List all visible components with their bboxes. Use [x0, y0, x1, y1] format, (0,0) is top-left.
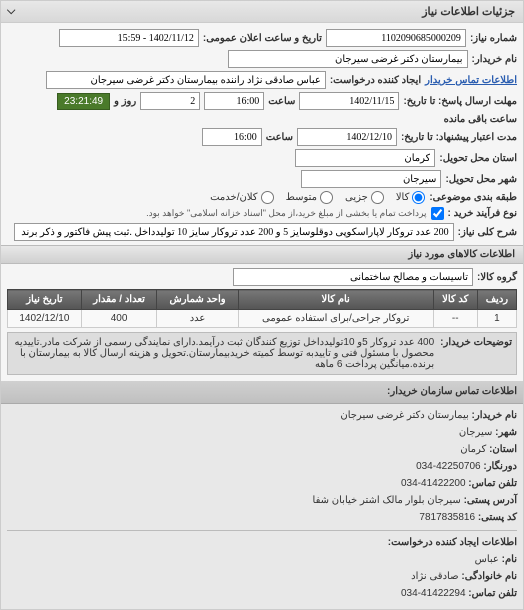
validity-time-input[interactable] — [202, 128, 262, 146]
budget-option-4[interactable]: کلان/خدمت — [210, 191, 273, 204]
panel-title: جزئیات اطلاعات نیاز — [422, 6, 515, 18]
deadline-date-input[interactable] — [299, 92, 399, 110]
time-label-1: ساعت — [268, 96, 295, 107]
collapse-icon[interactable]: ⌵ — [7, 5, 15, 18]
request-no-input[interactable] — [326, 29, 466, 47]
remaining-time-box: 23:21:49 — [57, 93, 110, 110]
th-row: ردیف — [477, 290, 516, 310]
radio-kalan[interactable] — [261, 191, 274, 204]
days-label: روز و — [114, 96, 136, 107]
contact-org-name: نام خریدار: بیمارستان دکتر غرضی سیرجان — [7, 408, 517, 424]
goods-group-label: گروه کالا: — [477, 272, 517, 283]
validity-date-input[interactable] — [297, 128, 397, 146]
purchase-type-label: نوع فرآیند خرید : — [448, 208, 517, 219]
creator-heading: اطلاعات ایجاد کننده درخواست: — [7, 535, 517, 551]
request-no-label: شماره نیاز: — [470, 33, 517, 44]
desc-text: 400 عدد تروکار 5و 10تولیدداخل توزیع کنند… — [12, 337, 434, 370]
creator-phone: تلفن تماس: 41422294-034 — [7, 586, 517, 602]
contact-phone: تلفن تماس: 41422200-034 — [7, 476, 517, 492]
budget-option-2[interactable]: جزیی — [345, 191, 384, 204]
th-date: تاریخ نیاز — [8, 290, 82, 310]
buyer-contact-link[interactable]: اطلاعات تماس خریدار — [425, 75, 517, 86]
creator-name: نام: عباس — [7, 552, 517, 568]
purchase-checkbox[interactable] — [431, 207, 444, 220]
cell-name: تروکار جراحی/برای استفاده عمومی — [238, 310, 433, 328]
panel-header: جزئیات اطلاعات نیاز ⌵ — [1, 1, 523, 23]
radio-med[interactable] — [320, 191, 333, 204]
budget-label: طبقه بندی موضوعی: — [429, 192, 517, 203]
cell-date: 1402/12/10 — [8, 310, 82, 328]
time-label-2: ساعت — [266, 132, 293, 143]
creator-family: نام خانوادگی: صادقی نژاد — [7, 569, 517, 585]
budget-option-1[interactable]: کالا — [396, 191, 426, 204]
remaining-label: ساعت باقی مانده — [444, 114, 517, 125]
delivery-city-input[interactable] — [301, 170, 441, 188]
goods-group-input[interactable] — [233, 268, 473, 286]
th-unit: واحد شمارش — [157, 290, 238, 310]
validity-label: مدت اعتبار پیشنهاد: تا تاریخ: — [401, 132, 517, 143]
desc-label: توضیحات خریدار: — [440, 337, 512, 370]
need-title-label: شرح کلی نیاز: — [458, 227, 517, 238]
buyer-name-input[interactable] — [228, 50, 468, 68]
contact-province: استان: کرمان — [7, 442, 517, 458]
th-code: کد کالا — [433, 290, 477, 310]
contact-city: شهر: سیرجان — [7, 425, 517, 441]
creator-input[interactable] — [46, 71, 326, 89]
goods-table: ردیف کد کالا نام کالا واحد شمارش تعداد /… — [7, 289, 517, 328]
delivery-city-label: شهر محل تحویل: — [445, 174, 517, 185]
days-input[interactable] — [140, 92, 200, 110]
budget-radio-group: کالا جزیی متوسط کلان/خدمت — [210, 191, 425, 204]
deadline-label: مهلت ارسال پاسخ: تا تاریخ: — [403, 96, 517, 107]
contact-fax: دورنگار: 42250706-034 — [7, 459, 517, 475]
goods-section-title: اطلاعات کالاهای مورد نیاز — [1, 245, 523, 264]
radio-jozi[interactable] — [371, 191, 384, 204]
cell-unit: عدد — [157, 310, 238, 328]
public-datetime-input[interactable] — [59, 29, 199, 47]
creator-label: ایجاد کننده درخواست: — [330, 75, 421, 86]
public-datetime-label: تاریخ و ساعت اعلان عمومی: — [203, 33, 322, 44]
purchase-note: پرداخت تمام یا بخشی از مبلغ خرید،از محل … — [146, 208, 426, 219]
cell-qty: 400 — [81, 310, 157, 328]
contact-heading: اطلاعات تماس سازمان خریدار: — [1, 381, 523, 404]
cell-row: 1 — [477, 310, 516, 328]
table-row: 1 -- تروکار جراحی/برای استفاده عمومی عدد… — [8, 310, 517, 328]
delivery-state-label: استان محل تحویل: — [439, 153, 517, 164]
radio-kala[interactable] — [412, 191, 425, 204]
cell-code: -- — [433, 310, 477, 328]
budget-option-3[interactable]: متوسط — [286, 191, 333, 204]
table-header-row: ردیف کد کالا نام کالا واحد شمارش تعداد /… — [8, 290, 517, 310]
description-block: توضیحات خریدار: 400 عدد تروکار 5و 10تولی… — [7, 332, 517, 375]
th-name: نام کالا — [238, 290, 433, 310]
contact-postal: کد پستی: 7817835816 — [7, 510, 517, 526]
need-title-input[interactable] — [14, 223, 454, 241]
deadline-time-input[interactable] — [204, 92, 264, 110]
contact-section: اطلاعات تماس سازمان خریدار: نام خریدار: … — [1, 381, 523, 609]
buyer-name-label: نام خریدار: — [472, 54, 517, 65]
th-qty: تعداد / مقدار — [81, 290, 157, 310]
contact-address: آدرس پستی: سیرجان بلوار مالک اشتر خیابان… — [7, 493, 517, 509]
delivery-state-input[interactable] — [295, 149, 435, 167]
